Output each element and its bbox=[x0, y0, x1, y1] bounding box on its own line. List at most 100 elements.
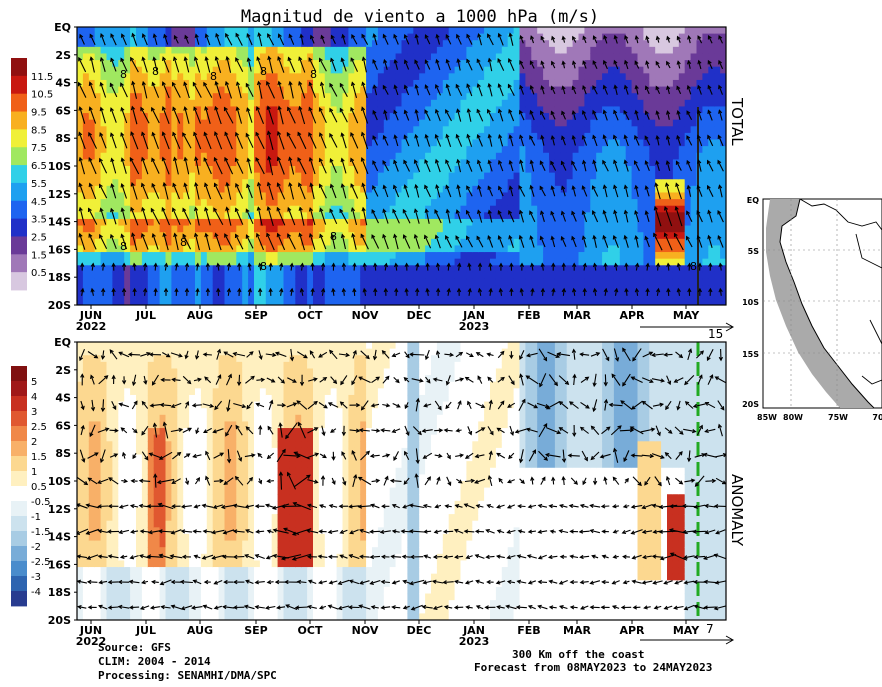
wind-arrow bbox=[456, 108, 462, 122]
wind-arrow bbox=[569, 605, 578, 610]
colorbar-swatch bbox=[11, 546, 27, 562]
wind-arrow bbox=[235, 182, 244, 199]
wind-arrow bbox=[718, 84, 724, 95]
wind-arrow bbox=[308, 106, 317, 124]
wind-arrow bbox=[623, 209, 629, 223]
wind-arrow bbox=[632, 605, 641, 610]
wind-arrow bbox=[530, 287, 535, 296]
wind-arrow bbox=[245, 208, 254, 225]
wind-arrow bbox=[340, 132, 347, 149]
colorbar-swatch bbox=[11, 254, 27, 273]
wind-arrow bbox=[78, 182, 86, 200]
wind-arrow bbox=[476, 83, 483, 97]
wind-arrow bbox=[556, 351, 570, 357]
wind-arrow bbox=[487, 235, 494, 248]
wind-arrow bbox=[211, 554, 225, 560]
wind-arrow bbox=[266, 478, 274, 484]
wind-arrow bbox=[90, 399, 96, 412]
wind-arrow bbox=[697, 159, 702, 172]
wind-arrow bbox=[445, 401, 452, 410]
wind-arrow bbox=[633, 160, 640, 172]
wind-arrow bbox=[327, 604, 339, 610]
wind-arrow bbox=[507, 402, 516, 408]
wind-arrow bbox=[498, 133, 504, 147]
colorbar-swatch bbox=[11, 272, 27, 291]
wind-arrow bbox=[204, 105, 211, 124]
colorbar-swatch bbox=[11, 441, 27, 457]
wind-arrow bbox=[658, 529, 678, 534]
wind-arrow bbox=[673, 232, 684, 251]
wind-arrow bbox=[358, 428, 370, 433]
wind-arrow bbox=[288, 33, 295, 45]
wind-arrow bbox=[203, 131, 212, 150]
wind-arrow bbox=[361, 182, 368, 200]
wind-arrow bbox=[393, 262, 399, 271]
wind-arrow bbox=[707, 34, 713, 44]
wind-arrow bbox=[181, 554, 191, 559]
wind-arrow bbox=[329, 349, 338, 360]
wind-arrow bbox=[169, 554, 183, 559]
wind-arrow bbox=[371, 376, 381, 384]
wind-arrow bbox=[666, 60, 671, 69]
wind-arrow bbox=[268, 262, 273, 271]
wind-arrow bbox=[258, 287, 263, 296]
wind-arrow bbox=[255, 156, 265, 175]
wind-arrow bbox=[382, 453, 391, 458]
colorbar-label: -3 bbox=[31, 572, 41, 583]
wind-arrow bbox=[307, 427, 319, 434]
wind-arrow bbox=[558, 579, 568, 585]
wind-arrow bbox=[360, 233, 369, 250]
wind-arrow bbox=[140, 351, 151, 357]
wind-arrow bbox=[225, 181, 232, 200]
wind-arrow bbox=[232, 605, 245, 610]
wind-arrow bbox=[718, 262, 723, 271]
wind-arrow bbox=[307, 579, 317, 585]
wind-arrow bbox=[506, 529, 516, 534]
wind-arrow bbox=[297, 351, 308, 359]
contour-label: 8 bbox=[690, 260, 697, 273]
wind-arrow bbox=[475, 427, 486, 434]
wind-arrow bbox=[424, 184, 431, 198]
wind-arrow bbox=[255, 106, 265, 125]
wind-arrow bbox=[351, 232, 357, 250]
wind-arrow bbox=[571, 210, 577, 222]
wind-arrow bbox=[226, 287, 232, 296]
wind-arrow bbox=[403, 59, 410, 70]
wind-arrow bbox=[153, 287, 158, 296]
wind-arrow bbox=[572, 262, 577, 271]
wind-arrow bbox=[204, 182, 212, 200]
wind-arrow bbox=[235, 57, 244, 72]
wind-arrow bbox=[621, 529, 631, 535]
wind-arrow bbox=[645, 60, 650, 69]
wind-arrow bbox=[592, 134, 598, 147]
colorbar-label: 1.5 bbox=[31, 250, 47, 261]
wind-arrow bbox=[117, 604, 130, 610]
wind-arrow bbox=[655, 35, 661, 43]
wind-arrow bbox=[676, 35, 681, 43]
wind-arrow bbox=[515, 605, 527, 610]
wind-arrow bbox=[630, 504, 643, 509]
colorbar-label: -1 bbox=[31, 512, 41, 523]
wind-arrow bbox=[285, 604, 298, 611]
wind-arrow bbox=[485, 554, 495, 560]
wind-arrow bbox=[306, 554, 317, 559]
wind-arrow bbox=[550, 85, 556, 95]
wind-arrow bbox=[463, 529, 475, 534]
wind-arrow bbox=[235, 32, 243, 46]
wind-arrow bbox=[630, 376, 643, 383]
wind-arrow bbox=[306, 452, 320, 459]
wind-arrow bbox=[684, 478, 696, 483]
map-x-label: 70 bbox=[872, 413, 882, 422]
wind-arrow bbox=[173, 156, 179, 175]
wind-arrow bbox=[592, 109, 598, 121]
wind-arrow bbox=[287, 233, 296, 250]
wind-arrow bbox=[109, 82, 118, 98]
y-tick-label: 16S bbox=[48, 243, 71, 256]
wind-arrow bbox=[476, 209, 483, 223]
wind-arrow bbox=[624, 59, 629, 70]
wind-arrow bbox=[455, 351, 464, 358]
wind-arrow bbox=[157, 502, 174, 510]
x-tick-label: NOV bbox=[352, 309, 379, 322]
wind-arrow bbox=[508, 32, 514, 46]
wind-arrow bbox=[266, 579, 274, 585]
